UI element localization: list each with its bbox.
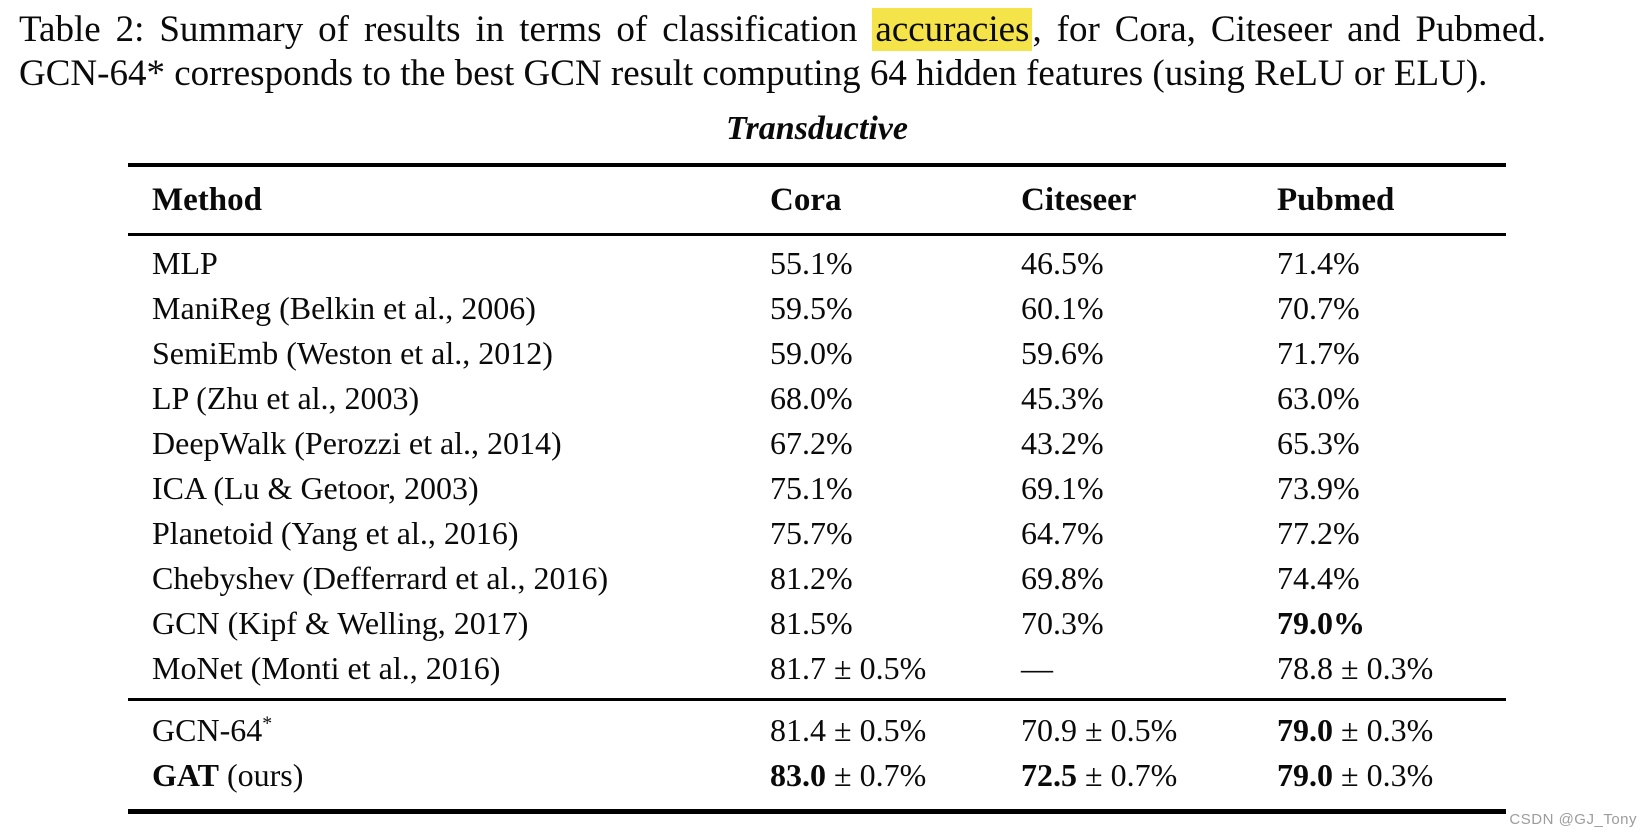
section-title-transductive: Transductive	[726, 110, 908, 147]
value-cell: 70.9 ± 0.5%	[1021, 712, 1178, 748]
table-row: GCN-64* 81.4 ± 0.5% 70.9 ± 0.5% 79.0 ± 0.3%	[128, 708, 1506, 753]
method-cell: LP (Zhu et al., 2003)	[152, 380, 420, 416]
value-cell: —	[1021, 650, 1053, 686]
table-row: SemiEmb (Weston et al., 2012) 59.0% 59.6% 7…	[128, 331, 1506, 376]
column-header-cora: Cora	[770, 181, 842, 218]
value-cell: 78.8 ± 0.3%	[1277, 650, 1434, 686]
value-cell: 79.0%	[1277, 605, 1365, 641]
caption-line-2: GCN-64* corresponds to the best GCN resu…	[19, 53, 1488, 94]
watermark: CSDN @GJ_Tony	[1509, 811, 1637, 828]
value-cell: 72.5 ± 0.7%	[1021, 757, 1178, 793]
value-cell: 46.5%	[1021, 245, 1104, 281]
caption-text-post: , for Cora, Citeseer and Pubmed.	[1032, 9, 1546, 50]
value-cell: 43.2%	[1021, 425, 1104, 461]
value-cell: 70.3%	[1021, 605, 1104, 641]
value-cell: 45.3%	[1021, 380, 1104, 416]
results-table: Method Cora Citeseer Pubmed MLP 55.1% 46.5% 71…	[128, 163, 1506, 814]
value-cell: 69.1%	[1021, 470, 1104, 506]
value-cell: 68.0%	[770, 380, 853, 416]
value-cell: 55.1%	[770, 245, 853, 281]
table-row: LP (Zhu et al., 2003) 68.0% 45.3% 63.0%	[128, 376, 1506, 421]
value-cell: 81.2%	[770, 560, 853, 596]
method-cell: GCN-64*	[152, 712, 273, 748]
value-cell: 67.2%	[770, 425, 853, 461]
table-caption: Table 2: Summary of results in terms of …	[19, 8, 1546, 96]
table-row: DeepWalk (Perozzi et al., 2014) 67.2% 43.2…	[128, 421, 1506, 466]
caption-line-1: Table 2: Summary of results in terms of …	[19, 8, 1546, 52]
table-row: Planetoid (Yang et al., 2016) 75.7% 64.7% 7…	[128, 511, 1506, 556]
method-cell: GCN (Kipf & Welling, 2017)	[152, 605, 529, 641]
value-cell: 64.7%	[1021, 515, 1104, 551]
table-header-row: Method Cora Citeseer Pubmed	[128, 167, 1506, 236]
value-cell: 59.6%	[1021, 335, 1104, 371]
value-cell: 73.9%	[1277, 470, 1360, 506]
method-cell: GAT (ours)	[152, 757, 304, 793]
table-footer: GCN-64* 81.4 ± 0.5% 70.9 ± 0.5% 79.0 ± 0.3%…	[128, 698, 1506, 809]
value-cell: 75.7%	[770, 515, 853, 551]
column-header-pubmed: Pubmed	[1277, 181, 1395, 218]
table-row: Chebyshev (Defferrard et al., 2016) 81.2%…	[128, 556, 1506, 601]
value-cell: 60.1%	[1021, 290, 1104, 326]
method-cell: Chebyshev (Defferrard et al., 2016)	[152, 560, 609, 596]
value-cell: 77.2%	[1277, 515, 1360, 551]
column-header-method: Method	[152, 181, 262, 218]
value-cell: 81.4 ± 0.5%	[770, 712, 927, 748]
value-cell: 75.1%	[770, 470, 853, 506]
value-cell: 59.5%	[770, 290, 853, 326]
table-row: GCN (Kipf & Welling, 2017) 81.5% 70.3% 79.0…	[128, 601, 1506, 646]
value-cell: 69.8%	[1021, 560, 1104, 596]
value-cell: 79.0 ± 0.3%	[1277, 712, 1434, 748]
table-row: ICA (Lu & Getoor, 2003) 75.1% 69.1% 73.9%	[128, 466, 1506, 511]
method-cell: Planetoid (Yang et al., 2016)	[152, 515, 519, 551]
value-cell: 71.4%	[1277, 245, 1360, 281]
method-cell: SemiEmb (Weston et al., 2012)	[152, 335, 553, 371]
highlighted-word: accuracies	[872, 8, 1033, 51]
table-row: MLP 55.1% 46.5% 71.4%	[128, 241, 1506, 286]
caption-text-pre: Table 2: Summary of results in terms of …	[19, 9, 873, 50]
method-cell: ICA (Lu & Getoor, 2003)	[152, 470, 479, 506]
value-cell: 81.7 ± 0.5%	[770, 650, 927, 686]
method-cell: ManiReg (Belkin et al., 2006)	[152, 290, 536, 326]
table-row: GAT (ours) 83.0 ± 0.7% 72.5 ± 0.7% 79.0 ± 0…	[128, 753, 1506, 798]
value-cell: 83.0 ± 0.7%	[770, 757, 927, 793]
value-cell: 63.0%	[1277, 380, 1360, 416]
value-cell: 71.7%	[1277, 335, 1360, 371]
column-header-citeseer: Citeseer	[1021, 181, 1137, 218]
table-body: MLP 55.1% 46.5% 71.4% ManiReg (Belkin et al.…	[128, 236, 1506, 698]
method-cell: MLP	[152, 245, 218, 281]
value-cell: 65.3%	[1277, 425, 1360, 461]
table-row: ManiReg (Belkin et al., 2006) 59.5% 60.1% 7…	[128, 286, 1506, 331]
value-cell: 59.0%	[770, 335, 853, 371]
table-row: MoNet (Monti et al., 2016) 81.7 ± 0.5% — 78…	[128, 646, 1506, 691]
method-cell: MoNet (Monti et al., 2016)	[152, 650, 501, 686]
value-cell: 79.0 ± 0.3%	[1277, 757, 1434, 793]
method-cell: DeepWalk (Perozzi et al., 2014)	[152, 425, 562, 461]
value-cell: 74.4%	[1277, 560, 1360, 596]
value-cell: 81.5%	[770, 605, 853, 641]
value-cell: 70.7%	[1277, 290, 1360, 326]
